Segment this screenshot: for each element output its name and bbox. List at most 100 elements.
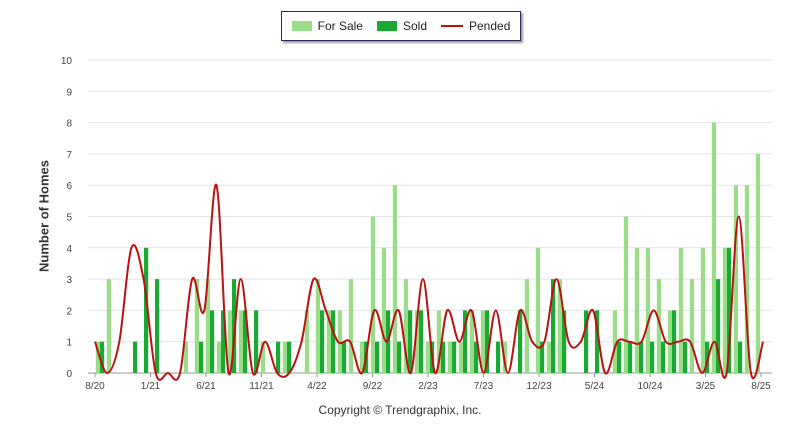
bar-for-sale <box>612 310 617 373</box>
y-tick-label: 1 <box>66 338 72 349</box>
bar-for-sale <box>436 310 441 373</box>
bar-for-sale <box>634 247 639 373</box>
bar-for-sale <box>623 216 628 373</box>
bar-sold <box>617 341 622 373</box>
bar-for-sale <box>414 310 419 373</box>
bar-for-sale <box>557 279 562 373</box>
legend-label-for-sale: For Sale <box>317 19 363 33</box>
bar-sold <box>551 279 556 373</box>
bar-for-sale <box>227 310 232 373</box>
bar-for-sale <box>480 310 485 373</box>
bar-for-sale <box>689 279 694 373</box>
bar-sold <box>232 279 237 373</box>
bar-for-sale <box>326 310 331 373</box>
bar-for-sale <box>315 279 320 373</box>
chart-legend: For Sale Sold Pended <box>281 11 521 41</box>
legend-label-pended: Pended <box>469 19 511 33</box>
bar-for-sale <box>205 279 210 373</box>
bar-for-sale <box>722 247 727 373</box>
bar-sold <box>243 310 248 373</box>
bar-sold <box>683 341 688 373</box>
pended-line <box>94 184 764 381</box>
y-tick-label: 3 <box>66 275 72 286</box>
bar-for-sale <box>755 153 760 373</box>
bar-for-sale <box>425 341 430 373</box>
bar-sold <box>672 310 677 373</box>
y-tick-label: 7 <box>66 150 72 161</box>
y-tick-label: 2 <box>66 306 72 317</box>
bar-sold <box>452 341 457 373</box>
bar-for-sale <box>381 247 386 373</box>
x-tick-label: 4/22 <box>307 381 327 392</box>
bar-for-sale <box>304 310 309 373</box>
bar-sold <box>133 341 138 373</box>
bar-for-sale <box>458 341 463 373</box>
bar-for-sale <box>546 341 551 373</box>
y-tick-label: 6 <box>66 181 72 192</box>
bar-sold <box>584 310 589 373</box>
x-tick-label: 6/21 <box>196 381 216 392</box>
bar-for-sale <box>711 122 716 373</box>
bar-sold <box>661 341 666 373</box>
bar-for-sale <box>95 341 100 373</box>
bar-for-sale <box>447 341 452 373</box>
y-tick-label: 0 <box>66 369 72 380</box>
bar-for-sale <box>733 185 738 373</box>
bar-sold <box>210 310 215 373</box>
bar-sold <box>287 341 292 373</box>
x-tick-label: 5/24 <box>585 381 605 392</box>
bar-sold <box>375 341 380 373</box>
bar-sold <box>485 310 490 373</box>
bar-sold <box>496 341 501 373</box>
bar-sold <box>463 310 468 373</box>
legend-swatch-pended <box>441 25 463 27</box>
bar-for-sale <box>106 279 111 373</box>
x-tick-label: 8/20 <box>85 381 105 392</box>
bar-for-sale <box>282 341 287 373</box>
bar-for-sale <box>392 185 397 373</box>
bar-for-sale <box>535 247 540 373</box>
legend-item-sold: Sold <box>376 19 427 33</box>
legend-swatch-sold <box>376 21 397 31</box>
bar-sold <box>408 310 413 373</box>
bar-for-sale <box>645 247 650 373</box>
y-tick-label: 10 <box>61 56 73 67</box>
bar-sold <box>342 341 347 373</box>
bar-sold <box>716 279 721 373</box>
x-tick-label: 9/22 <box>363 381 383 392</box>
bar-sold <box>419 310 424 373</box>
bar-for-sale <box>348 279 353 373</box>
y-tick-label: 5 <box>66 213 72 224</box>
copyright-text: Copyright © Trendgraphix, Inc. <box>318 403 482 417</box>
bar-for-sale <box>700 247 705 373</box>
legend-swatch-for-sale <box>291 21 312 31</box>
bar-sold <box>628 341 633 373</box>
bar-sold <box>144 247 149 373</box>
bar-sold <box>727 247 732 373</box>
bar-for-sale <box>678 247 683 373</box>
bar-sold <box>199 341 204 373</box>
bar-sold <box>320 310 325 373</box>
bar-sold <box>155 279 160 373</box>
bar-sold <box>221 310 226 373</box>
bar-for-sale <box>656 279 661 373</box>
bar-sold <box>397 341 402 373</box>
bar-for-sale <box>183 341 188 373</box>
legend-label-sold: Sold <box>402 19 427 33</box>
x-tick-label: 11/21 <box>249 381 274 392</box>
x-tick-label: 1/21 <box>141 381 161 392</box>
x-tick-label: 8/25 <box>751 381 771 392</box>
bar-for-sale <box>238 310 243 373</box>
bar-for-sale <box>469 310 474 373</box>
bar-sold <box>639 341 644 373</box>
y-tick-label: 8 <box>66 119 72 130</box>
bar-sold <box>518 310 523 373</box>
legend-item-for-sale: For Sale <box>291 19 363 33</box>
y-tick-label: 4 <box>66 244 72 255</box>
bar-for-sale <box>667 310 672 373</box>
x-tick-label: 2/23 <box>418 381 438 392</box>
bar-for-sale <box>359 341 364 373</box>
bar-sold <box>331 310 336 373</box>
bar-for-sale <box>337 310 342 373</box>
bar-for-sale <box>194 279 199 373</box>
